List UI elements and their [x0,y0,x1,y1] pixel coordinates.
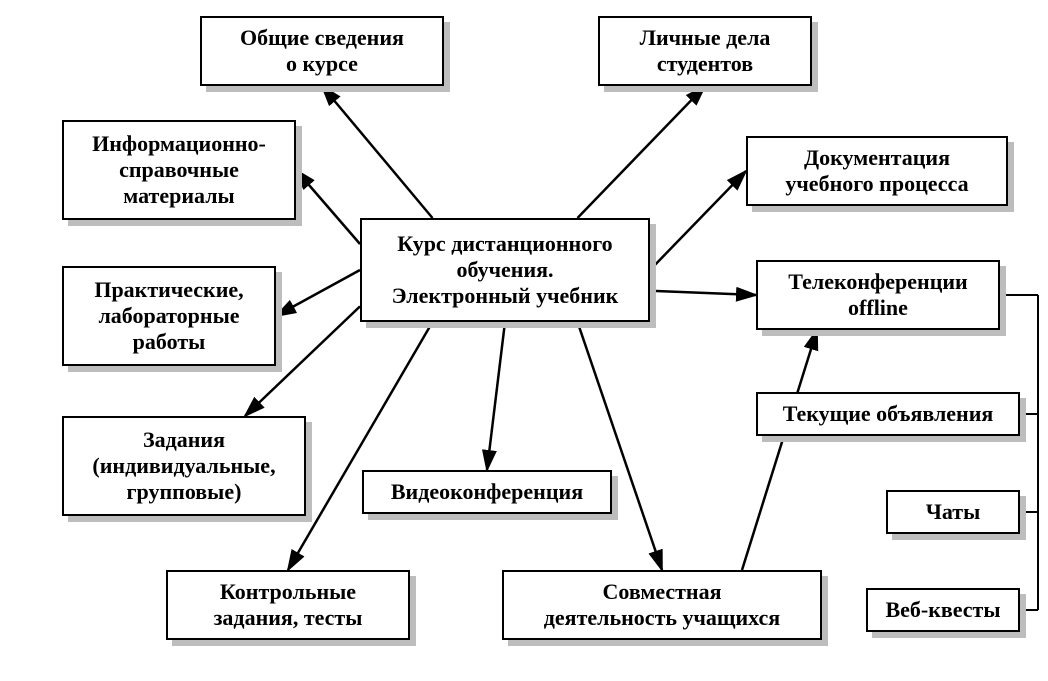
node-label: Видеоконференция [391,479,583,505]
node-label: Информационно- справочные материалы [92,131,266,209]
node-label: Практические, лабораторные работы [94,277,243,355]
node-label: Курс дистанционного обучения. Электронны… [392,231,619,309]
edge-arrow [276,270,360,316]
diagram-stage: Курс дистанционного обучения. Электронны… [0,0,1048,681]
edge-arrow [742,330,817,570]
node-label: Текущие объявления [783,401,994,427]
node-label: Задания (индивидуальные, групповые) [92,427,275,505]
node-label: Совместная деятельность учащихся [544,579,780,631]
node-refmat: Информационно- справочные материалы [62,120,296,220]
edge-arrow [578,86,706,218]
node-label: Контрольные задания, тесты [214,579,363,631]
node-label: Телеконференции offline [788,269,967,321]
node-label: Личные дела студентов [640,25,771,77]
edge-arrow [487,322,505,470]
edge-arrow [650,291,756,295]
node-collab: Совместная деятельность учащихся [502,570,822,640]
node-label: Веб-квесты [885,597,1000,623]
node-general: Общие сведения о курсе [200,16,444,86]
node-tasks: Задания (индивидуальные, групповые) [62,416,306,516]
edge-arrow [322,86,433,218]
edge-arrow [288,322,433,570]
node-tests: Контрольные задания, тесты [166,570,410,640]
node-labs: Практические, лабораторные работы [62,266,276,366]
node-label: Общие сведения о курсе [240,25,404,77]
node-webquests: Веб-квесты [866,588,1020,632]
node-dossiers: Личные дела студентов [598,16,812,86]
node-label: Чаты [926,499,981,525]
edge-arrow [578,322,663,570]
node-label: Документация учебного процесса [785,145,968,197]
node-teleconf: Телеконференции offline [756,260,1000,330]
edge-arrow [296,170,360,244]
node-chats: Чаты [886,490,1020,534]
node-video: Видеоконференция [362,470,612,514]
node-center: Курс дистанционного обучения. Электронны… [360,218,650,322]
node-docs: Документация учебного процесса [746,136,1008,206]
node-announce: Текущие объявления [756,392,1020,436]
edge-arrow [650,171,746,270]
